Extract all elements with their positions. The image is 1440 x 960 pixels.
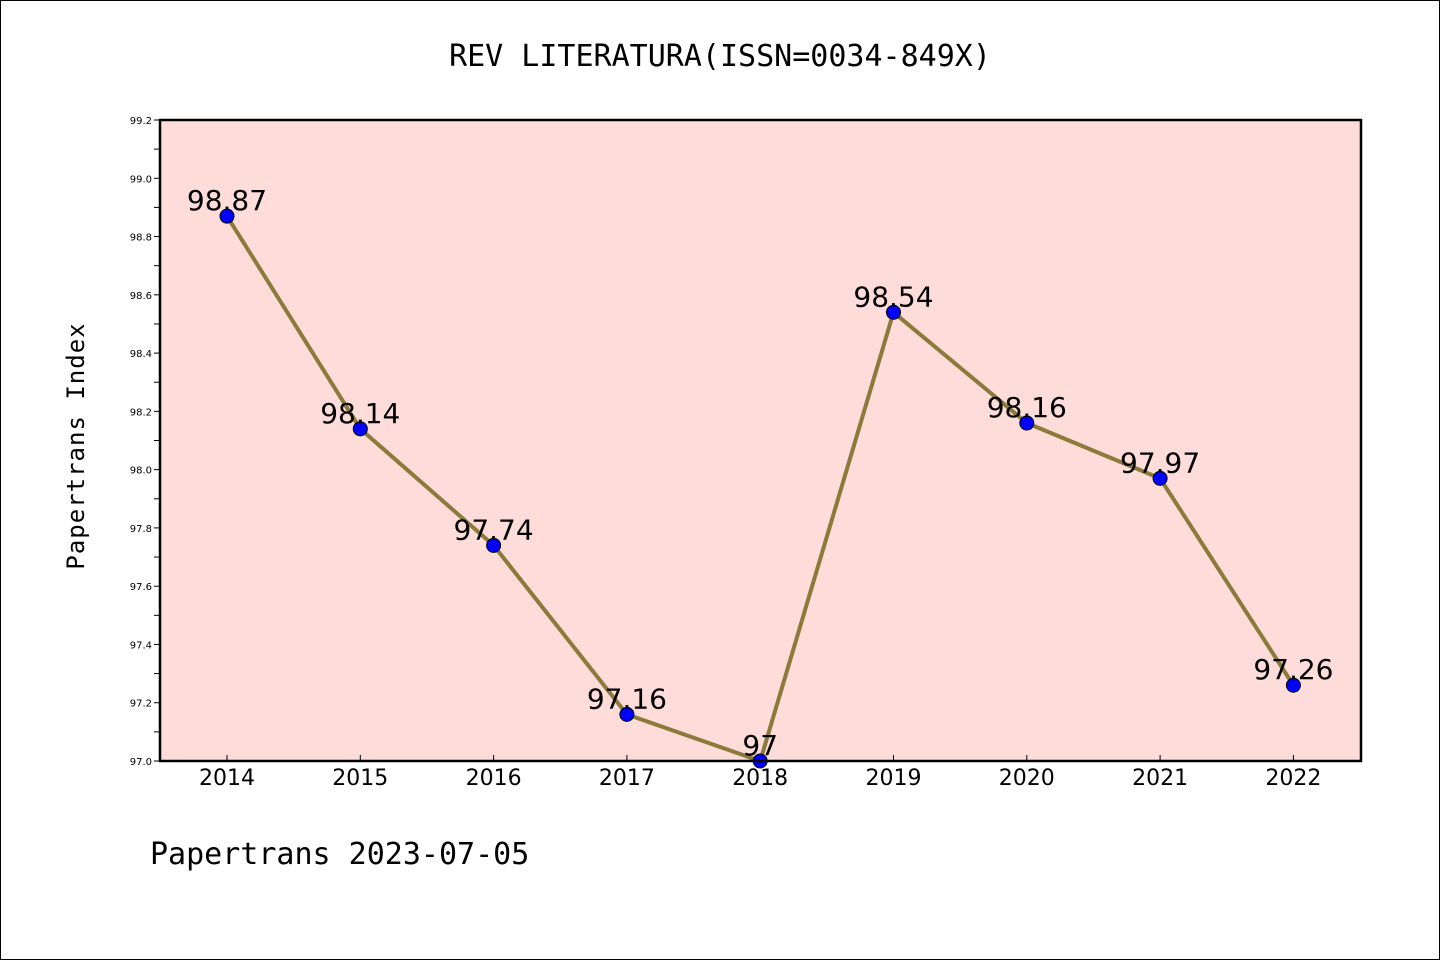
data-label-2022: 97.26 xyxy=(1253,653,1333,686)
data-point-2015 xyxy=(352,421,368,437)
y-tick-label: 99.2 xyxy=(130,116,152,127)
x-tick-label-2021: 2021 xyxy=(1132,766,1188,791)
x-tick-label-2019: 2019 xyxy=(866,766,922,791)
data-point-2019 xyxy=(886,304,901,320)
x-tick-label-2015: 2015 xyxy=(332,766,388,791)
data-point-2021 xyxy=(1152,470,1168,486)
data-label-2019: 98.54 xyxy=(853,280,933,313)
data-point-2016 xyxy=(486,537,502,553)
data-label-2021: 97.97 xyxy=(1120,446,1200,479)
data-label-2015: 98.14 xyxy=(320,397,400,430)
y-axis-label: Papertrans Index xyxy=(62,322,90,569)
x-tick-label-2016: 2016 xyxy=(466,766,522,791)
data-point-2014 xyxy=(219,208,235,224)
y-tick-label: 98.4 xyxy=(130,349,152,360)
plot-background xyxy=(160,120,1361,761)
data-label-2018: 97 xyxy=(742,729,778,762)
data-point-2022 xyxy=(1285,677,1301,693)
plot-border xyxy=(158,118,1363,763)
data-point-2020 xyxy=(1019,415,1035,431)
chart-title: REV LITERATURA(ISSN=0034-849X) xyxy=(449,39,991,74)
x-tick-label-2018: 2018 xyxy=(732,766,788,791)
y-tick-label: 98.8 xyxy=(130,233,152,244)
y-tick-label: 97.2 xyxy=(130,699,152,710)
y-tick-label: 97.8 xyxy=(130,524,152,535)
footer-text: Papertrans 2023-07-05 xyxy=(150,837,529,872)
x-tick-label-2022: 2022 xyxy=(1265,766,1321,791)
x-tick-label-2017: 2017 xyxy=(599,766,655,791)
data-label-2017: 97.16 xyxy=(587,682,667,715)
y-tick-label: 97.0 xyxy=(130,757,152,768)
y-tick-label: 98.2 xyxy=(130,407,152,418)
x-tick-label-2014: 2014 xyxy=(199,766,255,791)
data-label-2020: 98.16 xyxy=(987,391,1067,424)
y-tick-label: 99.0 xyxy=(130,174,152,185)
y-tick-label: 98.0 xyxy=(130,466,152,477)
data-label-2016: 97.74 xyxy=(454,513,534,546)
x-tick-label-2020: 2020 xyxy=(999,766,1055,791)
plot-area: 97.0 97.2 97.4 97.6 97.8 98.0 98.2 98.4 98.6 98.8… xyxy=(130,116,1363,791)
y-tick-label: 97.6 xyxy=(130,582,152,593)
y-tick-label: 97.4 xyxy=(130,640,152,651)
data-point-2017 xyxy=(619,706,635,722)
data-label-2014: 98.87 xyxy=(187,184,267,217)
y-tick-label: 98.6 xyxy=(130,291,152,302)
